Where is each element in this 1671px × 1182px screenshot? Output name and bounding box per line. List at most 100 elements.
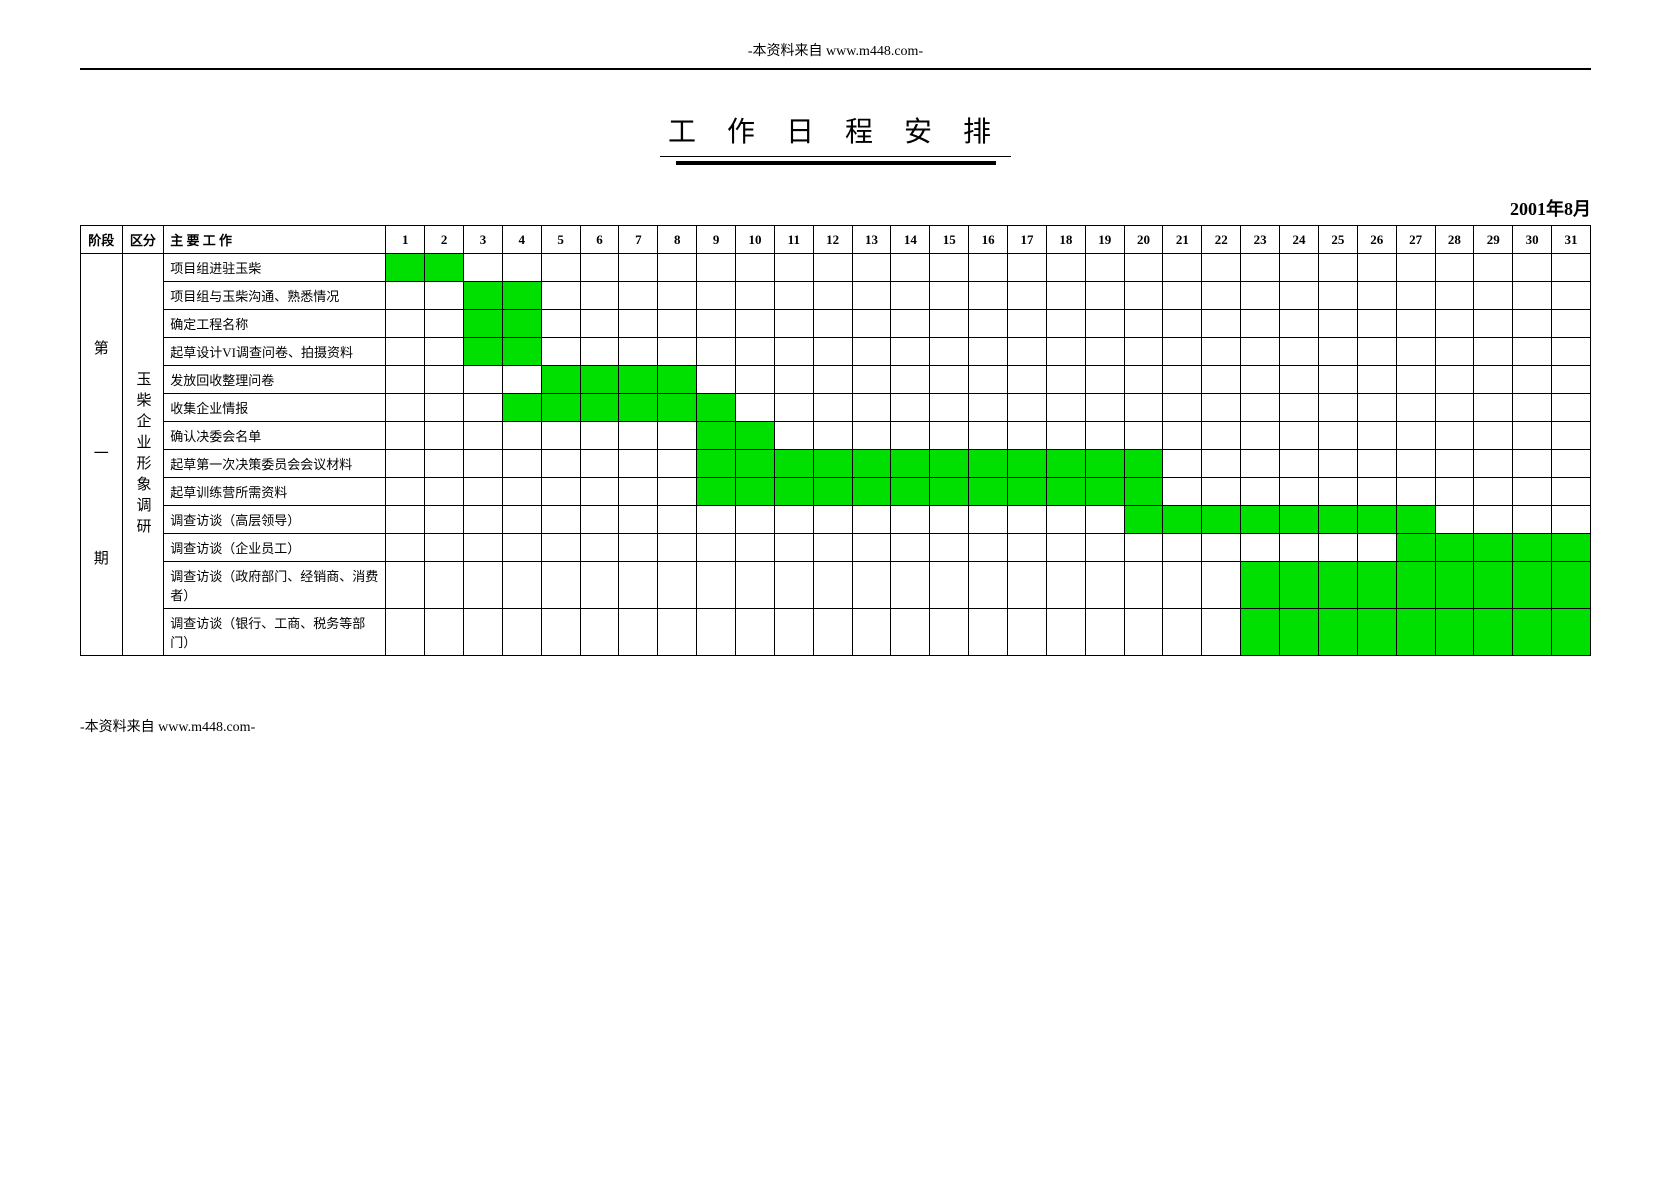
gantt-cell <box>852 254 891 282</box>
gantt-cell <box>1280 422 1319 450</box>
gantt-cell <box>1318 282 1357 310</box>
gantt-header: 阶段 区分 主 要 工 作 12345678910111213141516171… <box>81 226 1591 254</box>
gantt-cell <box>1318 310 1357 338</box>
gantt-cell <box>1085 394 1124 422</box>
gantt-cell <box>425 366 464 394</box>
col-day: 25 <box>1318 226 1357 254</box>
col-day: 11 <box>774 226 813 254</box>
gantt-cell <box>1513 366 1552 394</box>
gantt-cell <box>1163 506 1202 534</box>
gantt-cell <box>502 310 541 338</box>
gantt-cell <box>502 534 541 562</box>
gantt-row: 起草训练营所需资料 <box>81 478 1591 506</box>
gantt-cell <box>1241 422 1280 450</box>
gantt-cell <box>1357 422 1396 450</box>
gantt-cell <box>1008 478 1047 506</box>
gantt-row: 收集企业情报 <box>81 394 1591 422</box>
gantt-row: 项目组与玉柴沟通、熟悉情况 <box>81 282 1591 310</box>
date-label: 2001年8月 <box>80 195 1591 221</box>
task-name: 调查访谈（政府部门、经销商、消费者） <box>164 562 386 609</box>
task-name: 发放回收整理问卷 <box>164 366 386 394</box>
gantt-cell <box>891 450 930 478</box>
gantt-cell <box>930 338 969 366</box>
gantt-cell <box>969 394 1008 422</box>
gantt-cell <box>1435 506 1474 534</box>
gantt-cell <box>658 282 697 310</box>
gantt-cell <box>1280 506 1319 534</box>
gantt-cell <box>1396 534 1435 562</box>
col-day: 10 <box>736 226 775 254</box>
gantt-cell <box>1513 282 1552 310</box>
gantt-cell <box>774 254 813 282</box>
gantt-cell <box>1396 282 1435 310</box>
gantt-cell <box>619 422 658 450</box>
gantt-cell <box>619 562 658 609</box>
gantt-cell <box>813 254 852 282</box>
gantt-cell <box>1552 422 1591 450</box>
gantt-cell <box>969 562 1008 609</box>
gantt-cell <box>386 534 425 562</box>
gantt-cell <box>1435 609 1474 656</box>
col-day: 16 <box>969 226 1008 254</box>
gantt-cell <box>580 254 619 282</box>
gantt-cell <box>425 422 464 450</box>
gantt-cell <box>1241 338 1280 366</box>
col-day: 29 <box>1474 226 1513 254</box>
gantt-cell <box>541 609 580 656</box>
gantt-cell <box>1435 310 1474 338</box>
gantt-cell <box>1357 609 1396 656</box>
gantt-cell <box>386 310 425 338</box>
gantt-cell <box>1396 310 1435 338</box>
gantt-cell <box>852 609 891 656</box>
gantt-cell <box>425 310 464 338</box>
gantt-cell <box>464 562 503 609</box>
gantt-cell <box>1008 506 1047 534</box>
gantt-cell <box>1124 310 1163 338</box>
gantt-cell <box>1552 478 1591 506</box>
gantt-cell <box>1318 366 1357 394</box>
gantt-cell <box>1163 310 1202 338</box>
task-name: 调查访谈（企业员工） <box>164 534 386 562</box>
gantt-cell <box>425 338 464 366</box>
gantt-cell <box>1474 609 1513 656</box>
gantt-cell <box>1046 422 1085 450</box>
gantt-cell <box>1552 310 1591 338</box>
gantt-cell <box>1008 609 1047 656</box>
gantt-cell <box>1280 366 1319 394</box>
gantt-cell <box>1008 534 1047 562</box>
gantt-cell <box>619 394 658 422</box>
gantt-cell <box>969 506 1008 534</box>
gantt-cell <box>1163 422 1202 450</box>
gantt-cell <box>969 310 1008 338</box>
gantt-cell <box>464 254 503 282</box>
gantt-cell <box>969 534 1008 562</box>
gantt-cell <box>969 478 1008 506</box>
gantt-row: 发放回收整理问卷 <box>81 366 1591 394</box>
gantt-cell <box>425 450 464 478</box>
gantt-cell <box>1202 282 1241 310</box>
gantt-cell <box>541 506 580 534</box>
gantt-cell <box>891 534 930 562</box>
gantt-cell <box>1085 422 1124 450</box>
gantt-cell <box>1513 562 1552 609</box>
gantt-cell <box>1513 534 1552 562</box>
col-day: 17 <box>1008 226 1047 254</box>
gantt-cell <box>502 478 541 506</box>
gantt-cell <box>697 506 736 534</box>
gantt-cell <box>386 254 425 282</box>
gantt-cell <box>619 609 658 656</box>
header-source-note: -本资料来自 www.m448.com- <box>80 40 1591 68</box>
gantt-cell <box>891 282 930 310</box>
task-name: 起草设计VI调查问卷、拍摄资料 <box>164 338 386 366</box>
col-day: 31 <box>1552 226 1591 254</box>
gantt-cell <box>1318 338 1357 366</box>
gantt-cell <box>1008 450 1047 478</box>
gantt-cell <box>1552 562 1591 609</box>
gantt-cell <box>774 366 813 394</box>
gantt-cell <box>1241 506 1280 534</box>
gantt-cell <box>1008 254 1047 282</box>
gantt-cell <box>658 310 697 338</box>
gantt-cell <box>658 450 697 478</box>
gantt-cell <box>1163 478 1202 506</box>
gantt-cell <box>1513 506 1552 534</box>
